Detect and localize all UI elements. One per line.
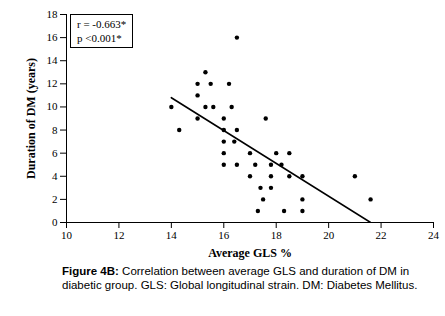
svg-text:22: 22 <box>376 229 387 241</box>
svg-text:2: 2 <box>52 193 58 205</box>
svg-text:Duration of DM (years): Duration of DM (years) <box>24 58 38 179</box>
svg-text:4: 4 <box>52 170 58 182</box>
svg-text:6: 6 <box>52 147 58 159</box>
svg-text:10: 10 <box>47 100 59 112</box>
svg-text:24: 24 <box>428 229 440 241</box>
html-text:Figure 4B: Correlation between: Figure 4B: Correlation between average G… <box>62 265 418 291</box>
svg-text:8: 8 <box>52 124 58 136</box>
html-text:r = -0.663*: r = -0.663* <box>77 18 127 30</box>
svg-text:14: 14 <box>47 54 59 66</box>
svg-text:10: 10 <box>61 229 73 241</box>
svg-text:0: 0 <box>52 216 58 228</box>
svg-text:18: 18 <box>47 8 59 20</box>
svg-text:18: 18 <box>271 229 283 241</box>
svg-text:Average GLS %: Average GLS % <box>208 246 292 260</box>
svg-text:12: 12 <box>113 229 124 241</box>
svg-text:16: 16 <box>47 31 59 43</box>
svg-text:12: 12 <box>47 77 58 89</box>
svg-text:14: 14 <box>166 229 178 241</box>
html-text:p <0.001*: p <0.001* <box>77 32 122 44</box>
svg-text:16: 16 <box>218 229 230 241</box>
svg-text:20: 20 <box>323 229 335 241</box>
